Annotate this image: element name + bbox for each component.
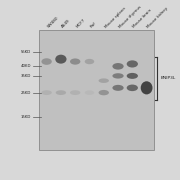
Text: 25KD: 25KD — [21, 91, 31, 95]
Text: SW480: SW480 — [47, 16, 60, 29]
Text: Mouse kidney: Mouse kidney — [147, 6, 169, 29]
Ellipse shape — [99, 90, 109, 95]
Text: 40KD: 40KD — [20, 64, 31, 68]
Ellipse shape — [112, 63, 124, 70]
Text: A549: A549 — [61, 18, 71, 29]
Ellipse shape — [127, 85, 138, 91]
Text: 35KD: 35KD — [21, 74, 31, 78]
Text: Mouse brain: Mouse brain — [132, 8, 153, 29]
Ellipse shape — [70, 90, 80, 95]
Ellipse shape — [127, 60, 138, 68]
Text: Mouse thymus: Mouse thymus — [118, 5, 142, 29]
Ellipse shape — [99, 78, 109, 83]
Text: BNIP3L: BNIP3L — [161, 76, 176, 80]
Text: 15KD: 15KD — [21, 114, 31, 118]
Ellipse shape — [141, 81, 152, 95]
Ellipse shape — [127, 73, 138, 79]
Ellipse shape — [112, 73, 124, 79]
Ellipse shape — [41, 90, 52, 95]
Bar — [39, 30, 154, 150]
Text: 55KD: 55KD — [21, 50, 31, 54]
Ellipse shape — [112, 85, 124, 91]
Ellipse shape — [85, 90, 94, 95]
Ellipse shape — [56, 90, 66, 95]
Text: Mouse spleen: Mouse spleen — [104, 6, 126, 29]
Ellipse shape — [55, 55, 67, 64]
Ellipse shape — [41, 58, 52, 65]
Ellipse shape — [70, 58, 80, 65]
Ellipse shape — [85, 59, 94, 64]
Text: Raf: Raf — [89, 21, 97, 29]
Text: MCF7: MCF7 — [75, 18, 86, 29]
